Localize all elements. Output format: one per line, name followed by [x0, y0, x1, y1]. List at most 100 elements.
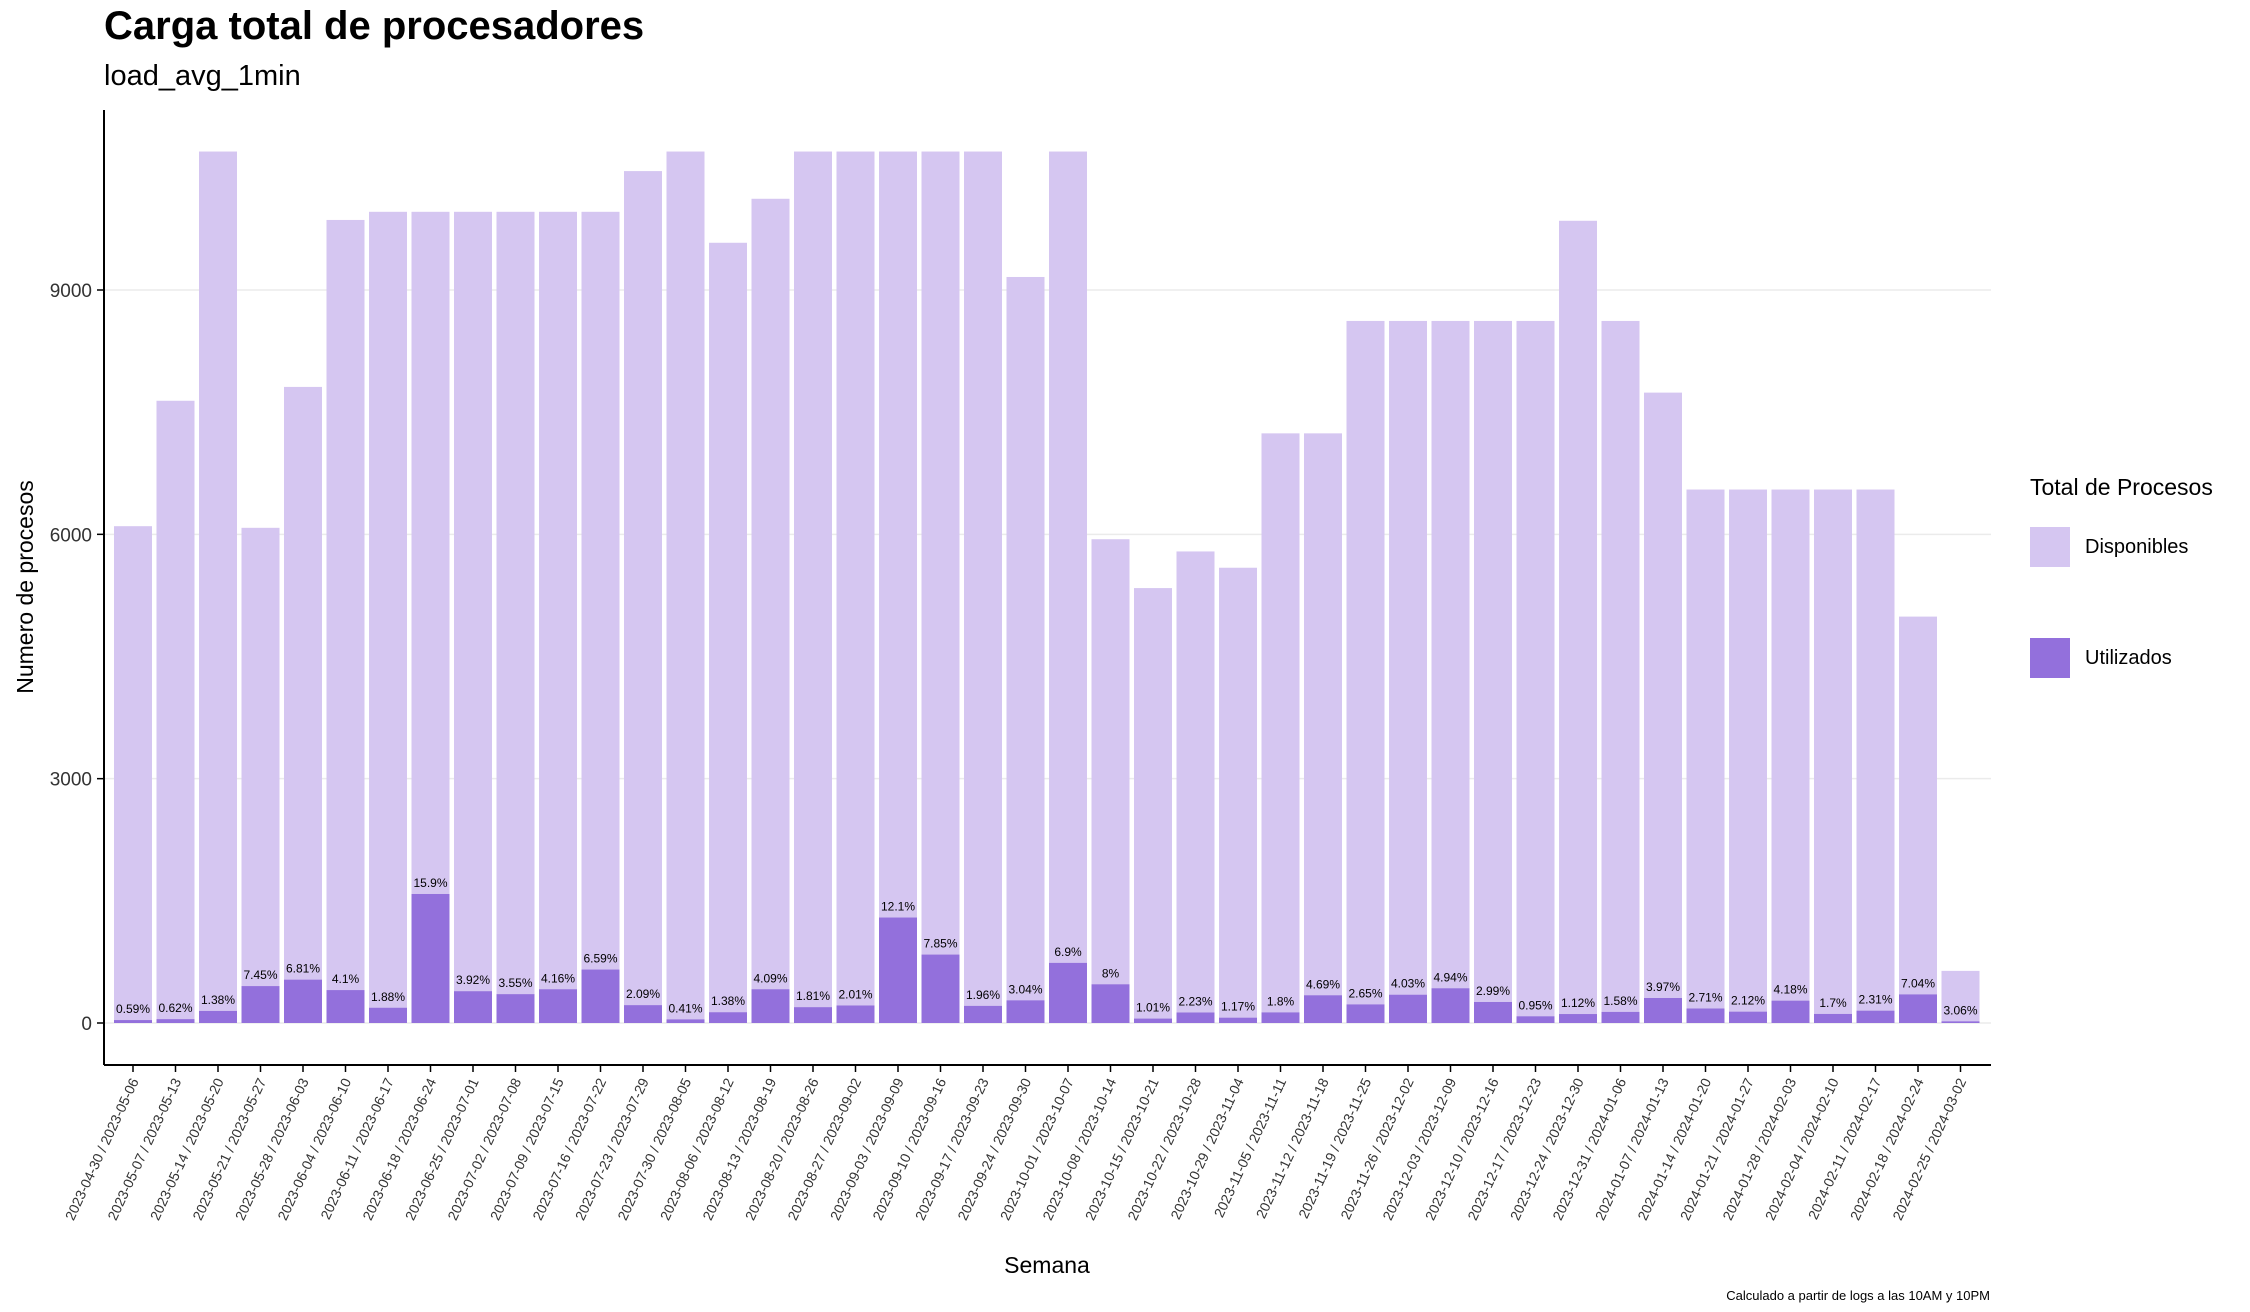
bar-disponibles	[964, 151, 1002, 1024]
bar-utilizados	[199, 1010, 237, 1023]
bar-utilizados	[454, 991, 492, 1023]
bar-disponibles	[1686, 489, 1725, 1023]
chart-caption: Calculado a partir de logs a las 10AM y …	[1726, 1288, 1990, 1303]
bar-disponibles	[1516, 320, 1555, 1024]
bar-disponibles	[241, 527, 280, 1023]
data-label: 1.17%	[1221, 1000, 1255, 1014]
bar-disponibles	[1389, 320, 1427, 1024]
bar-utilizados	[1304, 995, 1342, 1023]
data-label: 4.94%	[1433, 970, 1467, 984]
data-label: 2.71%	[1688, 991, 1722, 1005]
bar-disponibles	[1134, 588, 1172, 1023]
legend-title: Total de Procesos	[2030, 474, 2213, 500]
bar-utilizados	[1006, 1000, 1045, 1023]
bar-disponibles	[1474, 320, 1512, 1024]
bar-utilizados	[1346, 1004, 1385, 1023]
bar-disponibles	[1899, 616, 1937, 1023]
data-label: 4.18%	[1773, 983, 1807, 997]
data-label: 4.1%	[332, 972, 360, 986]
bar-utilizados	[1686, 1008, 1725, 1023]
bar-utilizados	[1431, 988, 1470, 1023]
data-label: 0.62%	[158, 1001, 192, 1015]
data-label: 12.1%	[881, 900, 915, 914]
bar-disponibles	[1346, 320, 1385, 1024]
y-tick-label: 0	[81, 1014, 92, 1035]
data-label: 0.59%	[116, 1002, 150, 1016]
bar-disponibles	[1856, 489, 1895, 1023]
legend-item-disponibles: Disponibles	[2030, 527, 2213, 567]
bar-disponibles	[879, 151, 917, 1024]
y-tick-label: 3000	[50, 770, 92, 791]
data-label: 6.81%	[286, 962, 320, 976]
bar-disponibles	[1006, 276, 1045, 1024]
data-label: 7.85%	[923, 937, 957, 951]
bar-disponibles	[1091, 539, 1130, 1023]
legend-label-utilizados: Utilizados	[2085, 646, 2172, 669]
data-label: 6.9%	[1054, 945, 1082, 959]
x-axis-title: Semana	[1004, 1252, 1090, 1278]
bar-utilizados	[1261, 1012, 1300, 1023]
bar-utilizados	[241, 986, 280, 1023]
bar-utilizados	[1771, 1000, 1810, 1023]
bar-disponibles	[666, 151, 705, 1024]
bars	[114, 151, 1980, 1024]
bar-utilizados	[1474, 1001, 1512, 1023]
data-label: 2.01%	[838, 987, 872, 1001]
data-label: 3.06%	[1943, 1003, 1977, 1017]
bar-disponibles	[1304, 433, 1342, 1023]
bar-utilizados	[1856, 1010, 1895, 1023]
data-label: 8%	[1102, 966, 1120, 980]
bar-disponibles	[1771, 489, 1810, 1023]
data-label: 1.88%	[371, 990, 405, 1004]
bar-disponibles	[1219, 567, 1257, 1023]
data-label: 1.8%	[1267, 994, 1295, 1008]
y-axis-title: Numero de procesos	[12, 480, 38, 694]
legend-key-utilizados	[2030, 638, 2070, 678]
data-label: 4.16%	[541, 971, 575, 985]
data-label: 2.99%	[1476, 984, 1510, 998]
bar-utilizados	[581, 969, 620, 1023]
bar-disponibles	[369, 211, 407, 1023]
axes	[103, 110, 1991, 1066]
bar-utilizados	[156, 1019, 195, 1023]
data-label: 6.59%	[583, 952, 617, 966]
data-label: 2.65%	[1348, 986, 1382, 1000]
bar-disponibles	[836, 151, 875, 1024]
bar-disponibles	[156, 400, 195, 1024]
bar-disponibles	[199, 151, 237, 1024]
bar-utilizados	[794, 1007, 832, 1023]
bar-utilizados	[964, 1005, 1002, 1023]
bar-disponibles	[751, 198, 790, 1023]
data-label: 4.69%	[1306, 977, 1340, 991]
data-label: 3.55%	[498, 976, 532, 990]
bar-disponibles	[1814, 489, 1852, 1023]
data-label: 1.12%	[1561, 996, 1595, 1010]
legend-key-disponibles	[2030, 527, 2070, 567]
bar-utilizados	[1899, 994, 1937, 1023]
data-label: 1.81%	[796, 989, 830, 1003]
bar-disponibles	[1559, 220, 1597, 1023]
data-label: 0.41%	[668, 1001, 702, 1015]
data-label: 2.31%	[1858, 993, 1892, 1007]
bar-utilizados	[666, 1019, 705, 1023]
data-label: 7.45%	[243, 968, 277, 982]
data-label: 1.96%	[966, 988, 1000, 1002]
bar-utilizados	[1389, 994, 1427, 1023]
bar-disponibles	[921, 151, 960, 1024]
bar-disponibles	[496, 211, 535, 1023]
data-label: 15.9%	[413, 876, 447, 890]
bar-disponibles	[1601, 320, 1640, 1024]
data-label: 1.58%	[1603, 994, 1637, 1008]
bar-disponibles	[454, 211, 492, 1023]
bar-utilizados	[114, 1020, 152, 1023]
bar-utilizados	[1134, 1018, 1172, 1023]
data-label: 2.09%	[626, 987, 660, 1001]
bar-utilizados	[1049, 962, 1087, 1023]
bar-utilizados	[369, 1007, 407, 1023]
bar-utilizados	[1516, 1016, 1555, 1023]
bar-disponibles	[709, 242, 747, 1024]
chart-title: Carga total de procesadores	[104, 4, 645, 48]
bar-utilizados	[1814, 1013, 1852, 1023]
legend: Total de Procesos Disponibles Utilizados	[2030, 474, 2213, 749]
